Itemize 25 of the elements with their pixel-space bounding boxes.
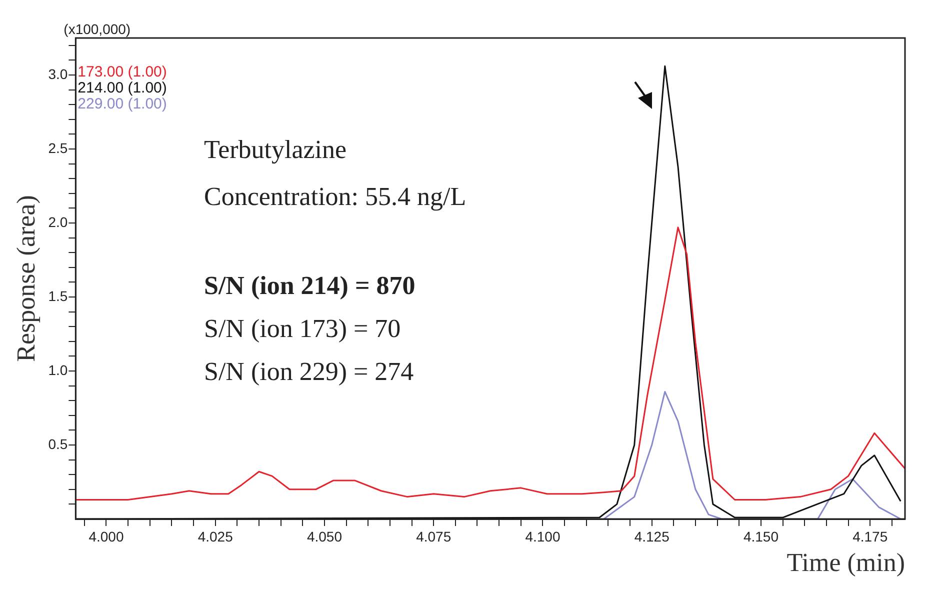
y-tick-label: 1.5 — [48, 288, 68, 304]
text: 173.00 (1.00) — [78, 64, 167, 81]
y-tick-label: 1.0 — [48, 362, 68, 378]
x-tick-label: 4.150 — [743, 528, 779, 544]
x-tick-label: 4.125 — [634, 528, 670, 544]
annotation: S/N (ion 214) = 870 — [204, 271, 416, 300]
y-tick-label: 2.5 — [48, 140, 68, 156]
text: 229.00 (1.00) — [78, 96, 167, 113]
x-tick-label: 4.075 — [416, 528, 452, 544]
annotation: S/N (ion 173) = 70 — [204, 314, 401, 343]
text: (x100,000) — [64, 20, 131, 37]
x-tick-label: 4.050 — [306, 528, 342, 544]
x-tick-label: 4.100 — [525, 528, 560, 544]
x-tick-label: 4.025 — [198, 528, 234, 544]
y-tick-label: 0.5 — [48, 436, 68, 452]
y-tick-label: 3.0 — [48, 66, 68, 82]
y-axis-title: Response (area) — [11, 195, 40, 362]
x-axis-title: Time (min) — [786, 548, 905, 578]
text: 214.00 (1.00) — [78, 80, 167, 97]
annotation: Concentration: 55.4 ng/L — [204, 182, 466, 211]
annotation: Terbutylazine — [204, 135, 347, 164]
x-tick-label: 4.000 — [88, 528, 124, 544]
annotation: S/N (ion 229) = 274 — [204, 357, 414, 386]
y-tick-label: 2.0 — [48, 214, 68, 230]
x-tick-label: 4.175 — [852, 528, 888, 544]
